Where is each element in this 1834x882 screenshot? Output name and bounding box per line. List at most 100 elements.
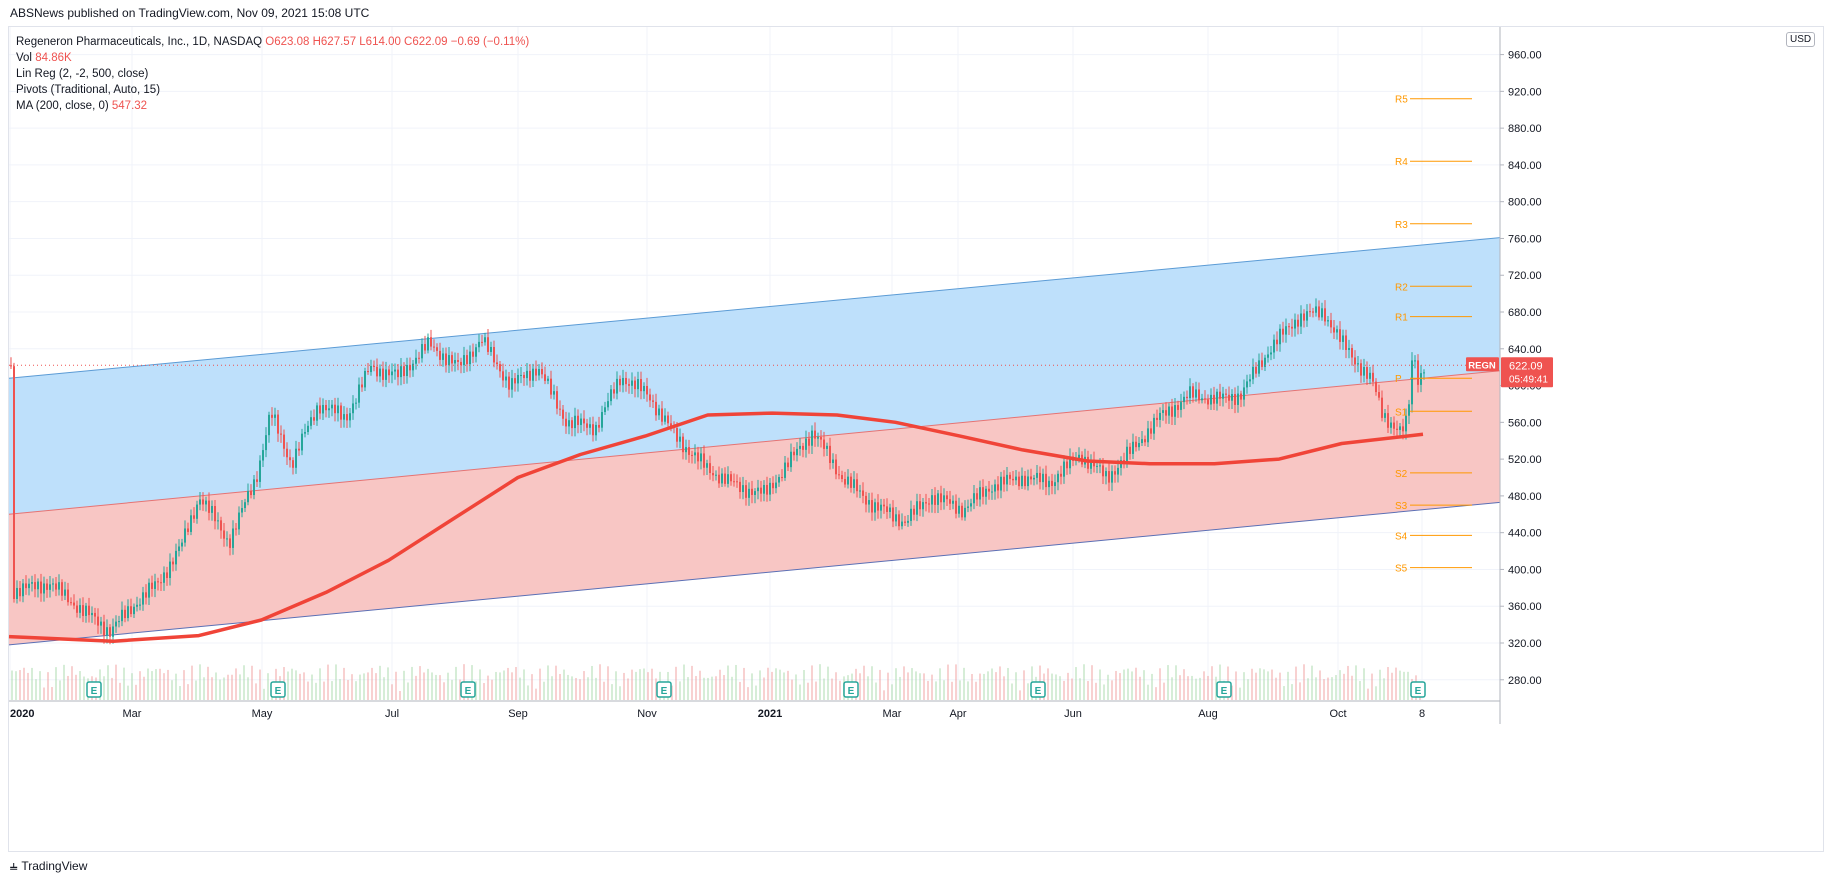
earnings-marker-icon[interactable]: [656, 681, 672, 698]
candle-body: [406, 364, 408, 377]
volume-bar: [15, 671, 17, 700]
volume-bar: [347, 679, 349, 700]
tradingview-logo-icon[interactable]: ⫨: [10, 858, 18, 873]
candle-body: [973, 493, 975, 504]
volume-bar: [627, 678, 629, 700]
candle-body: [1123, 460, 1125, 462]
candle-body: [895, 514, 897, 522]
footer-brand[interactable]: TradingView: [21, 859, 88, 873]
legend-pivots-row[interactable]: Pivots (Traditional, Auto, 15): [16, 82, 529, 98]
candle-body: [748, 488, 750, 498]
candle-body: [88, 605, 90, 616]
candle-body: [1117, 467, 1119, 475]
candle-body: [181, 542, 183, 547]
currency-button[interactable]: USD: [1786, 32, 1816, 47]
volume-bar: [635, 671, 637, 700]
candle-body: [1111, 471, 1113, 483]
volume-bar: [727, 665, 729, 700]
volume-bar: [1347, 665, 1349, 700]
candle-body: [700, 453, 702, 462]
candle-body: [313, 417, 315, 421]
candle-body: [520, 374, 522, 376]
volume-bar: [403, 670, 405, 700]
earnings-marker-icon[interactable]: [460, 681, 476, 698]
candle-body: [151, 582, 153, 589]
candle-body: [346, 414, 348, 421]
earnings-marker-icon[interactable]: [843, 681, 859, 698]
volume-bar: [1343, 673, 1345, 700]
legend-volume-row[interactable]: Vol 84.86K: [16, 50, 529, 66]
volume-bar: [919, 673, 921, 700]
volume-bar: [951, 681, 953, 700]
volume-bar: [651, 668, 653, 700]
volume-bar: [931, 674, 933, 700]
volume-bar: [1079, 678, 1081, 700]
volume-bar: [459, 679, 461, 700]
volume-bar: [1327, 677, 1329, 700]
candle-body: [619, 378, 621, 386]
legend-linreg-row[interactable]: Lin Reg (2, -2, 500, close): [16, 66, 529, 82]
volume-bar: [907, 672, 909, 700]
candle-body: [319, 405, 321, 414]
candle-body: [733, 481, 735, 483]
volume-bar: [399, 691, 401, 700]
candle-body: [331, 404, 333, 409]
volume-bar: [759, 670, 761, 700]
volume-bar: [1103, 684, 1105, 700]
volume-bar: [1147, 684, 1149, 700]
candle-body: [649, 394, 651, 401]
price-badge-countdown: 05:49:41: [1509, 374, 1548, 385]
earnings-marker-icon[interactable]: [86, 681, 102, 698]
earnings-marker-icon[interactable]: [1216, 681, 1232, 698]
volume-bar: [1139, 676, 1141, 700]
volume-bar: [795, 674, 797, 700]
time-axis-label: Apr: [949, 708, 966, 720]
candle-body: [1351, 348, 1353, 358]
pivot-label-r2: R2: [1395, 282, 1408, 293]
candle-body: [325, 404, 327, 411]
legend-ma-row[interactable]: MA (200, close, 0) 547.32: [16, 98, 529, 114]
volume-bar: [927, 680, 929, 700]
volume-bar: [1155, 687, 1157, 700]
candle-body: [421, 344, 423, 359]
candle-body: [970, 503, 972, 507]
candle-body: [730, 474, 732, 482]
volume-bar: [1383, 678, 1385, 700]
earnings-marker-icon[interactable]: [1410, 681, 1426, 698]
volume-bar: [707, 677, 709, 700]
pivot-label-r5: R5: [1395, 95, 1408, 106]
candle-body: [196, 504, 198, 519]
candle-body: [1381, 397, 1383, 418]
symbol-badge[interactable]: [1466, 357, 1499, 372]
volume-bar: [411, 666, 413, 700]
candle-body: [388, 369, 390, 376]
candle-body: [934, 495, 936, 505]
volume-bar: [879, 669, 881, 700]
candle-body: [1423, 372, 1425, 374]
volume-bar: [695, 676, 697, 700]
volume-bar: [943, 680, 945, 700]
volume-bar: [1291, 684, 1293, 700]
volume-bar: [111, 677, 113, 700]
volume-bar: [199, 664, 201, 700]
volume-bar: [479, 669, 481, 700]
volume-bar: [1319, 670, 1321, 700]
candle-body: [247, 491, 249, 503]
price-badge[interactable]: [1501, 357, 1553, 388]
candle-body: [1387, 413, 1389, 428]
volume-bar: [1315, 677, 1317, 700]
earnings-marker-icon[interactable]: [1030, 681, 1046, 698]
volume-bar: [1127, 668, 1129, 700]
candle-body: [163, 572, 165, 583]
volume-bar: [1167, 665, 1169, 700]
candle-body: [478, 341, 480, 348]
candle-body: [712, 473, 714, 476]
volume-bar: [691, 665, 693, 700]
candle-body: [1291, 326, 1293, 329]
volume-bar: [1375, 686, 1377, 700]
legend-symbol-row[interactable]: Regeneron Pharmaceuticals, Inc., 1D, NAS…: [16, 34, 529, 50]
earnings-marker-icon[interactable]: [270, 681, 286, 698]
price-axis-label: 440.00: [1508, 528, 1542, 540]
ma200-line[interactable]: [8, 411, 1424, 643]
